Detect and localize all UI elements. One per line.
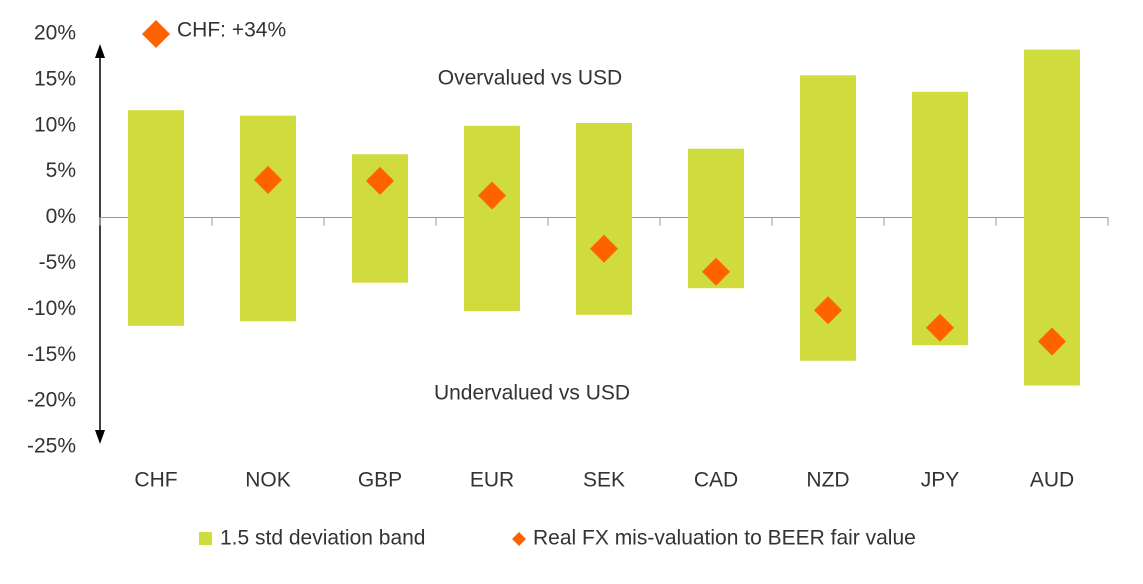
diamond [366,166,394,195]
band-bar [464,125,520,312]
x-tick-label: SEK [583,469,625,492]
band-bar [240,115,296,322]
y-tick-label: 10% [34,113,76,136]
x-tick-label: NOK [245,469,291,492]
x-tick-label: AUD [1030,469,1074,492]
y-tick-label: -5% [39,251,76,274]
legend-swatch [512,532,526,546]
diamond [1038,327,1066,356]
x-tick-label: GBP [358,469,402,492]
annotation: CHF: +34% [177,19,286,42]
diamond [590,234,618,263]
legend-swatch [199,532,212,545]
arrow-head-up [95,44,105,58]
y-tick-label: -15% [27,343,76,366]
arrow-head-down [95,430,105,444]
diamond [814,296,842,325]
band-bar [912,91,968,346]
diamond [254,165,282,194]
legend-label: 1.5 std deviation band [220,527,426,550]
x-tick-label: CHF [134,469,177,492]
y-tick-label: -10% [27,297,76,320]
x-tick-label: NZD [806,469,849,492]
x-tick-label: CAD [694,469,738,492]
x-tick-label: JPY [921,469,960,492]
legend-label: Real FX mis-valuation to BEER fair value [533,527,916,550]
x-tick-label: EUR [470,469,514,492]
y-tick-label: 0% [46,205,76,228]
diamond [926,313,954,342]
undervalued-label: Undervalued vs USD [434,382,630,405]
y-tick-label: 20% [34,22,76,45]
y-tick-label: -25% [27,435,76,458]
y-tick-label: 15% [34,67,76,90]
diamond [702,257,730,286]
band-bar [128,110,184,326]
diamond [478,181,506,210]
band-bar [576,123,632,315]
y-tick-label: 5% [46,159,76,182]
diamond [142,20,170,48]
overvalued-label: Overvalued vs USD [438,67,622,90]
y-tick-label: -20% [27,389,76,412]
